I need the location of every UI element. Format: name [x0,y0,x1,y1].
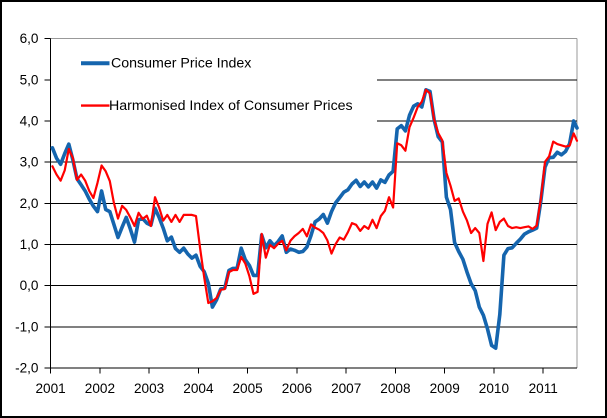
svg-text:2007: 2007 [331,381,361,396]
svg-text:Harmonised Index of Consumer P: Harmonised Index of Consumer Prices [109,98,353,114]
svg-text:1,0: 1,0 [20,237,39,252]
svg-text:3,0: 3,0 [20,155,39,170]
svg-text:2004: 2004 [183,381,214,396]
svg-text:2005: 2005 [232,381,262,396]
svg-text:2009: 2009 [430,381,460,396]
svg-text:2008: 2008 [380,381,410,396]
svg-text:5,0: 5,0 [20,72,39,87]
svg-text:4,0: 4,0 [20,114,39,129]
svg-text:Consumer Price Index: Consumer Price Index [111,56,251,72]
svg-text:2010: 2010 [479,381,510,396]
svg-text:2006: 2006 [282,381,312,396]
svg-text:2011: 2011 [529,381,558,396]
svg-text:-2,0: -2,0 [15,361,39,376]
svg-text:0,0: 0,0 [20,278,39,293]
svg-text:6,0: 6,0 [20,31,39,46]
svg-text:2002: 2002 [85,381,115,396]
svg-text:2003: 2003 [134,381,164,396]
svg-text:-1,0: -1,0 [15,319,39,334]
svg-text:2001: 2001 [35,381,65,396]
svg-text:2,0: 2,0 [20,196,39,211]
